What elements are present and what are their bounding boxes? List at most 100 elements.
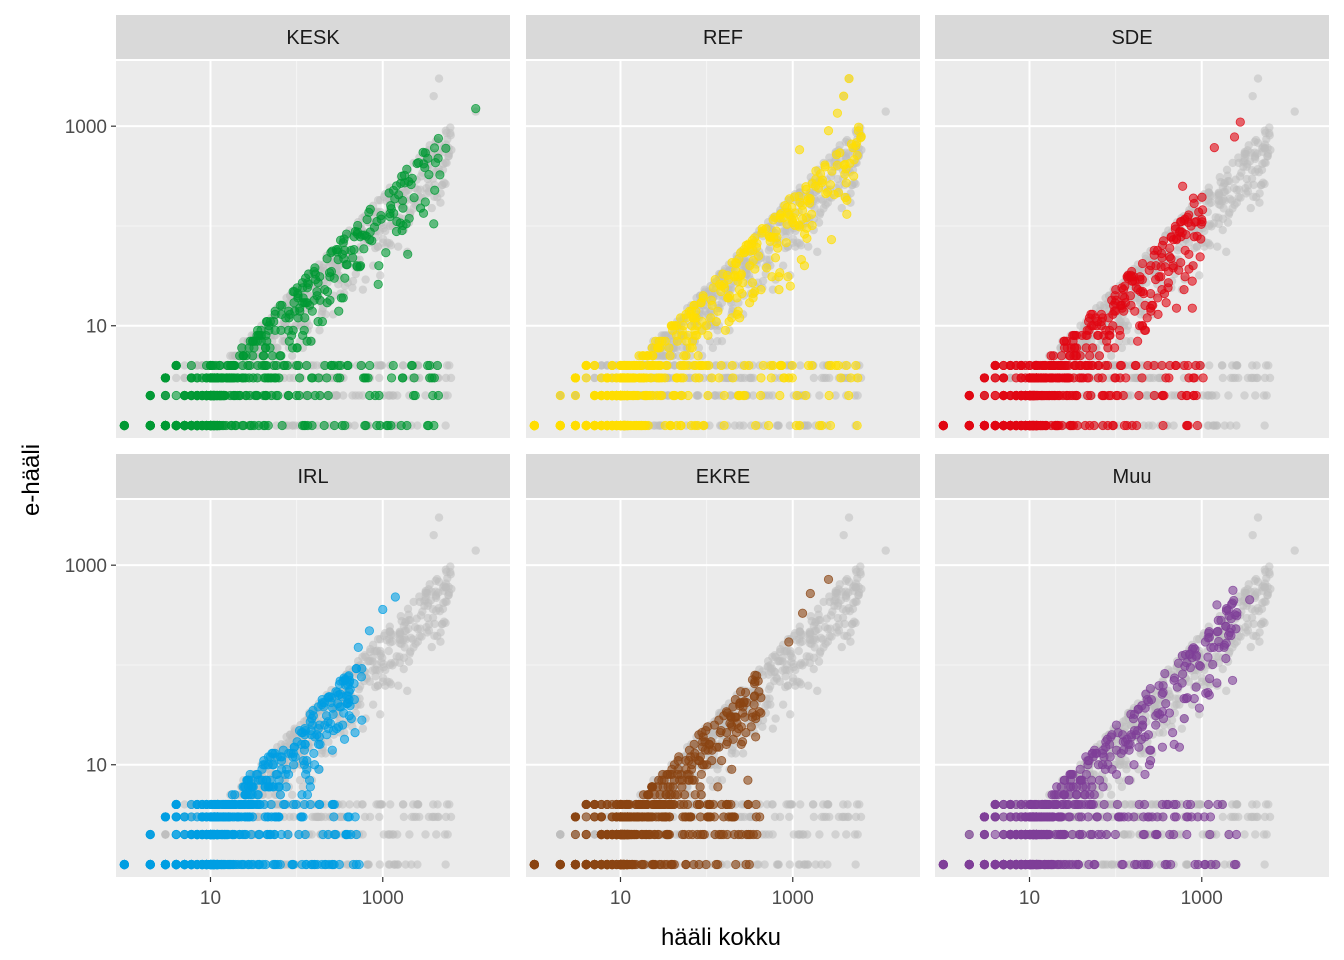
- party-point: [617, 373, 627, 383]
- gray-point: [737, 373, 747, 383]
- party-point: [751, 420, 761, 431]
- party-point: [747, 235, 758, 245]
- party-point: [849, 171, 859, 181]
- party-point: [791, 420, 801, 431]
- party-point: [775, 360, 785, 371]
- party-point: [711, 317, 721, 327]
- party-point: [374, 390, 384, 401]
- party-point: [381, 248, 391, 258]
- party-point: [756, 373, 766, 383]
- party-point: [409, 373, 419, 383]
- party-point: [363, 373, 373, 383]
- party-point: [707, 373, 717, 383]
- party-point: [750, 264, 760, 274]
- party-point: [303, 420, 313, 431]
- gray-point: [788, 234, 798, 244]
- party-point: [312, 286, 322, 297]
- gray-point: [358, 391, 367, 400]
- gray-point: [429, 91, 438, 101]
- points-layer: [529, 73, 890, 431]
- gray-point: [778, 261, 788, 270]
- party-point: [319, 420, 329, 431]
- party-point: [410, 390, 420, 401]
- gray-point: [837, 203, 846, 213]
- gray-point: [442, 158, 451, 168]
- party-point: [160, 373, 171, 383]
- party-point: [644, 360, 655, 371]
- gray-point: [881, 107, 890, 116]
- gray-point: [378, 234, 388, 244]
- party-point: [424, 170, 434, 180]
- party-point: [320, 285, 330, 295]
- party-point: [294, 390, 304, 401]
- party-point: [402, 164, 412, 174]
- party-point: [846, 139, 857, 149]
- party-point: [826, 235, 837, 245]
- gray-point: [1218, 373, 1228, 383]
- party-point: [360, 420, 370, 431]
- party-point: [340, 273, 350, 283]
- party-point: [301, 298, 311, 308]
- party-point: [832, 108, 843, 118]
- party-point: [669, 390, 679, 401]
- party-point: [277, 420, 287, 431]
- gray-point: [1251, 391, 1260, 400]
- party-point: [336, 293, 346, 303]
- party-point: [359, 244, 369, 254]
- party-point: [570, 390, 581, 401]
- party-point: [228, 360, 239, 371]
- party-point: [581, 373, 591, 383]
- party-point: [307, 306, 317, 316]
- x-axis-title: hääli kokku: [661, 924, 781, 951]
- party-point: [823, 126, 834, 136]
- party-point: [398, 220, 408, 231]
- party-point: [433, 153, 443, 163]
- party-point: [205, 420, 216, 431]
- party-point: [471, 104, 481, 114]
- gray-point: [332, 391, 341, 400]
- gray-point: [710, 391, 720, 400]
- gray-point: [350, 421, 359, 430]
- points-layer: [938, 74, 1299, 431]
- party-point: [261, 330, 271, 341]
- party-point: [322, 298, 332, 308]
- party-point: [691, 306, 701, 316]
- party-point: [346, 245, 356, 255]
- party-point: [259, 360, 269, 371]
- facet-panel-sde: SDE: [935, 15, 1329, 438]
- gray-point: [825, 373, 834, 383]
- party-point: [332, 373, 343, 383]
- party-point: [652, 373, 662, 383]
- party-point: [570, 420, 581, 431]
- party-point: [259, 351, 269, 361]
- party-point: [815, 169, 826, 179]
- party-point: [332, 247, 342, 257]
- gray-point: [340, 281, 350, 291]
- party-point: [226, 420, 236, 431]
- gray-point: [1222, 247, 1231, 257]
- party-point: [293, 360, 304, 371]
- party-point: [418, 147, 428, 158]
- party-point: [391, 181, 402, 191]
- party-point: [615, 360, 626, 371]
- party-point: [338, 238, 348, 248]
- party-point: [801, 182, 811, 192]
- gray-point: [392, 391, 402, 400]
- party-point: [841, 360, 851, 371]
- party-point: [295, 306, 305, 316]
- party-point: [745, 298, 755, 308]
- party-point: [698, 293, 708, 303]
- gray-point: [803, 421, 813, 430]
- party-point: [856, 131, 866, 142]
- party-point: [677, 325, 687, 335]
- gray-point: [1146, 373, 1156, 383]
- party-point: [269, 373, 279, 383]
- party-point: [201, 390, 212, 401]
- gray-point: [351, 269, 360, 279]
- gray-point: [1228, 158, 1237, 168]
- party-point: [756, 285, 766, 295]
- party-point: [775, 390, 785, 401]
- party-point: [283, 306, 294, 316]
- party-point: [373, 279, 383, 289]
- party-point: [324, 268, 335, 278]
